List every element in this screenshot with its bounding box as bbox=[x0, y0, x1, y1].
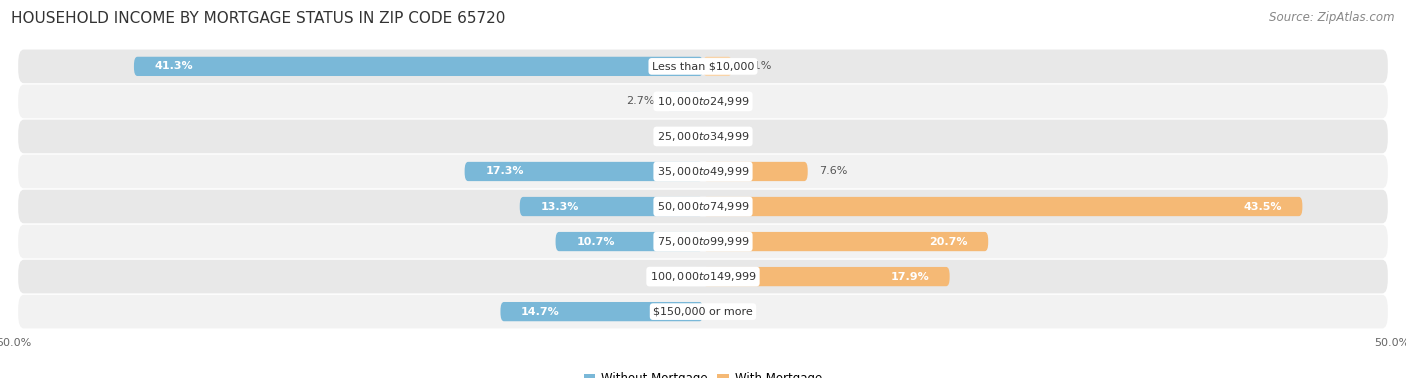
FancyBboxPatch shape bbox=[501, 302, 703, 321]
FancyBboxPatch shape bbox=[18, 155, 1388, 188]
Text: Source: ZipAtlas.com: Source: ZipAtlas.com bbox=[1270, 11, 1395, 24]
Text: 10.7%: 10.7% bbox=[576, 237, 614, 246]
Text: 0.0%: 0.0% bbox=[720, 96, 748, 107]
FancyBboxPatch shape bbox=[703, 162, 807, 181]
FancyBboxPatch shape bbox=[520, 197, 703, 216]
FancyBboxPatch shape bbox=[18, 295, 1388, 328]
FancyBboxPatch shape bbox=[703, 232, 988, 251]
FancyBboxPatch shape bbox=[18, 85, 1388, 118]
FancyBboxPatch shape bbox=[666, 92, 703, 111]
Text: 14.7%: 14.7% bbox=[522, 307, 560, 317]
FancyBboxPatch shape bbox=[703, 57, 733, 76]
Text: 7.6%: 7.6% bbox=[818, 166, 848, 177]
Text: 0.0%: 0.0% bbox=[658, 132, 686, 141]
Text: $75,000 to $99,999: $75,000 to $99,999 bbox=[657, 235, 749, 248]
Text: $150,000 or more: $150,000 or more bbox=[654, 307, 752, 317]
Text: HOUSEHOLD INCOME BY MORTGAGE STATUS IN ZIP CODE 65720: HOUSEHOLD INCOME BY MORTGAGE STATUS IN Z… bbox=[11, 11, 506, 26]
Text: 2.7%: 2.7% bbox=[626, 96, 655, 107]
FancyBboxPatch shape bbox=[18, 225, 1388, 259]
Text: 0.0%: 0.0% bbox=[720, 132, 748, 141]
Text: $10,000 to $24,999: $10,000 to $24,999 bbox=[657, 95, 749, 108]
Text: 13.3%: 13.3% bbox=[540, 201, 579, 212]
Text: 41.3%: 41.3% bbox=[155, 61, 193, 71]
Text: 2.1%: 2.1% bbox=[742, 61, 772, 71]
Text: 17.9%: 17.9% bbox=[890, 271, 929, 282]
Text: Less than $10,000: Less than $10,000 bbox=[652, 61, 754, 71]
FancyBboxPatch shape bbox=[703, 267, 949, 286]
FancyBboxPatch shape bbox=[18, 119, 1388, 153]
Text: $35,000 to $49,999: $35,000 to $49,999 bbox=[657, 165, 749, 178]
Text: 0.0%: 0.0% bbox=[720, 307, 748, 317]
Text: $50,000 to $74,999: $50,000 to $74,999 bbox=[657, 200, 749, 213]
Text: 17.3%: 17.3% bbox=[485, 166, 524, 177]
FancyBboxPatch shape bbox=[18, 190, 1388, 223]
FancyBboxPatch shape bbox=[134, 57, 703, 76]
Text: 43.5%: 43.5% bbox=[1243, 201, 1282, 212]
FancyBboxPatch shape bbox=[18, 260, 1388, 293]
Text: $25,000 to $34,999: $25,000 to $34,999 bbox=[657, 130, 749, 143]
FancyBboxPatch shape bbox=[555, 232, 703, 251]
Text: 0.0%: 0.0% bbox=[658, 271, 686, 282]
FancyBboxPatch shape bbox=[703, 197, 1302, 216]
Text: 20.7%: 20.7% bbox=[929, 237, 967, 246]
FancyBboxPatch shape bbox=[18, 50, 1388, 83]
FancyBboxPatch shape bbox=[464, 162, 703, 181]
Legend: Without Mortgage, With Mortgage: Without Mortgage, With Mortgage bbox=[579, 367, 827, 378]
Text: $100,000 to $149,999: $100,000 to $149,999 bbox=[650, 270, 756, 283]
